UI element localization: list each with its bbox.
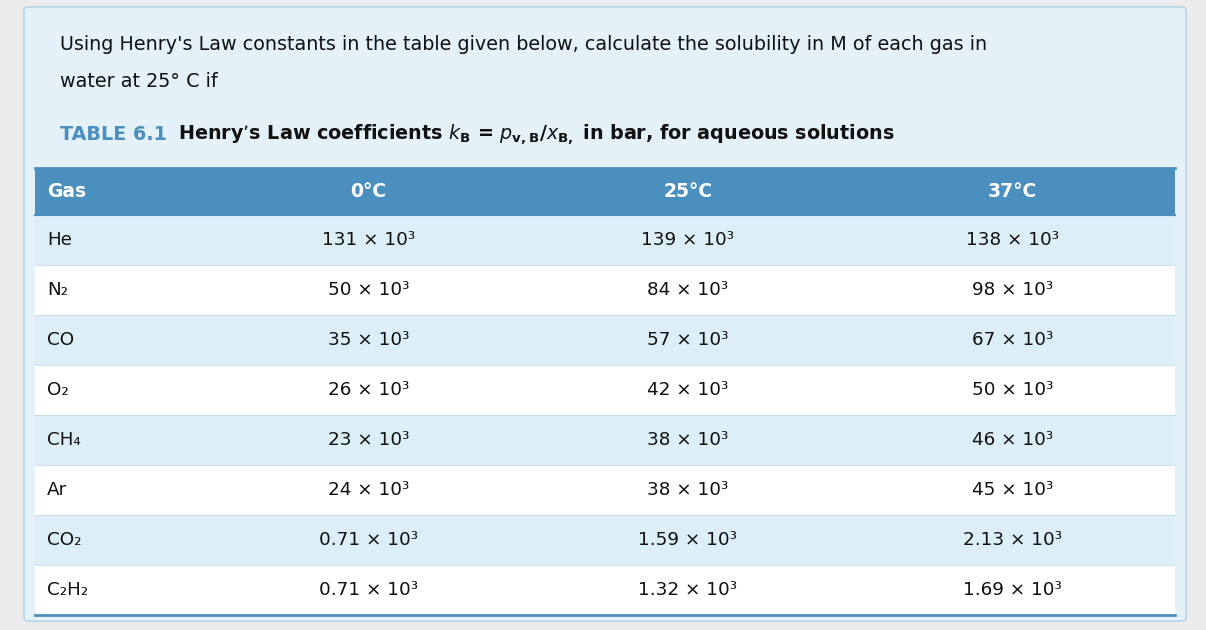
Text: CO₂: CO₂ — [47, 531, 82, 549]
Text: 50 × 10³: 50 × 10³ — [972, 381, 1053, 399]
Text: 0°C: 0°C — [351, 182, 386, 201]
Text: 1.59 × 10³: 1.59 × 10³ — [638, 531, 737, 549]
Text: 25°C: 25°C — [663, 182, 713, 201]
Text: 67 × 10³: 67 × 10³ — [972, 331, 1053, 349]
Text: 45 × 10³: 45 × 10³ — [972, 481, 1053, 499]
FancyBboxPatch shape — [35, 315, 1175, 365]
Text: 24 × 10³: 24 × 10³ — [328, 481, 409, 499]
Text: He: He — [47, 231, 72, 249]
Text: water at 25° C if: water at 25° C if — [60, 72, 218, 91]
Text: CO: CO — [47, 331, 74, 349]
Text: Ar: Ar — [47, 481, 68, 499]
Text: 38 × 10³: 38 × 10³ — [648, 481, 728, 499]
Text: 26 × 10³: 26 × 10³ — [328, 381, 409, 399]
Text: 37°C: 37°C — [988, 182, 1037, 201]
Text: 98 × 10³: 98 × 10³ — [972, 281, 1053, 299]
Text: 42 × 10³: 42 × 10³ — [648, 381, 728, 399]
Text: 1.69 × 10³: 1.69 × 10³ — [964, 581, 1062, 599]
Text: 138 × 10³: 138 × 10³ — [966, 231, 1059, 249]
Text: 38 × 10³: 38 × 10³ — [648, 431, 728, 449]
Text: 0.71 × 10³: 0.71 × 10³ — [318, 531, 418, 549]
Text: 139 × 10³: 139 × 10³ — [642, 231, 734, 249]
FancyBboxPatch shape — [35, 565, 1175, 615]
Text: TABLE 6.1: TABLE 6.1 — [60, 125, 166, 144]
FancyBboxPatch shape — [35, 365, 1175, 415]
Text: O₂: O₂ — [47, 381, 69, 399]
Text: 1.32 × 10³: 1.32 × 10³ — [638, 581, 737, 599]
Text: Using Henry's Law constants in the table given below, calculate the solubility i: Using Henry's Law constants in the table… — [60, 35, 988, 54]
FancyBboxPatch shape — [24, 7, 1185, 621]
Text: 2.13 × 10³: 2.13 × 10³ — [964, 531, 1062, 549]
Text: 84 × 10³: 84 × 10³ — [648, 281, 728, 299]
Text: CH₄: CH₄ — [47, 431, 81, 449]
Text: C₂H₂: C₂H₂ — [47, 581, 88, 599]
Text: 35 × 10³: 35 × 10³ — [328, 331, 409, 349]
Text: N₂: N₂ — [47, 281, 68, 299]
FancyBboxPatch shape — [35, 215, 1175, 265]
Text: 57 × 10³: 57 × 10³ — [646, 331, 728, 349]
FancyBboxPatch shape — [35, 168, 1175, 215]
FancyBboxPatch shape — [35, 465, 1175, 515]
Text: Gas: Gas — [47, 182, 86, 201]
Text: 50 × 10³: 50 × 10³ — [328, 281, 409, 299]
Text: 0.71 × 10³: 0.71 × 10³ — [318, 581, 418, 599]
Text: 23 × 10³: 23 × 10³ — [328, 431, 409, 449]
FancyBboxPatch shape — [35, 265, 1175, 315]
Text: 46 × 10³: 46 × 10³ — [972, 431, 1053, 449]
Text: Henry’s Law coefficients $k_\mathregular{B}$ = $p_\mathregular{v,B}$/$x_\mathreg: Henry’s Law coefficients $k_\mathregular… — [165, 123, 895, 147]
Text: 131 × 10³: 131 × 10³ — [322, 231, 415, 249]
FancyBboxPatch shape — [35, 515, 1175, 565]
FancyBboxPatch shape — [35, 415, 1175, 465]
